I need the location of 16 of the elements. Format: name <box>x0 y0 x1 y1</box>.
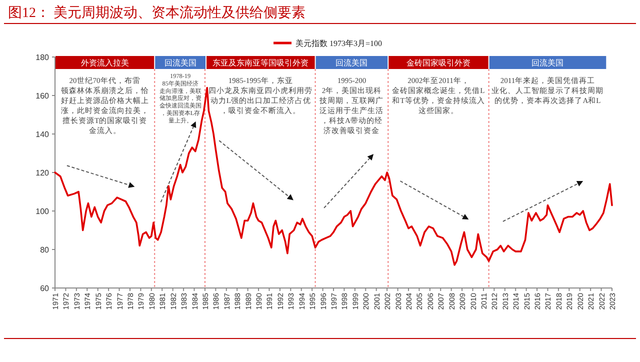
line-series <box>54 86 613 266</box>
legend-label: 美元指数 1973年3月=100 <box>296 39 382 48</box>
y-tick-label: 160 <box>36 92 50 100</box>
y-tick-label: 100 <box>36 207 50 216</box>
band-label: 东亚及东南亚等国吸引外资 <box>212 58 309 68</box>
y-tick-label: 180 <box>36 53 50 62</box>
band-label: 回流美国 <box>164 58 196 68</box>
y-tick-label: 120 <box>36 168 50 178</box>
y-tick-label: 80 <box>40 246 50 254</box>
y-tick-label: 140 <box>36 130 50 139</box>
band-label: 金砖国家吸引外资 <box>406 58 470 68</box>
y-tick-label: 60 <box>40 284 50 293</box>
band-label: 回流美国 <box>532 58 564 68</box>
band-label: 回流美国 <box>336 58 368 68</box>
band-label: 外资流入拉美 <box>80 58 129 68</box>
chart-title: 图12： 美元周期波动、资本流动性及供给侧要素 <box>8 5 306 21</box>
